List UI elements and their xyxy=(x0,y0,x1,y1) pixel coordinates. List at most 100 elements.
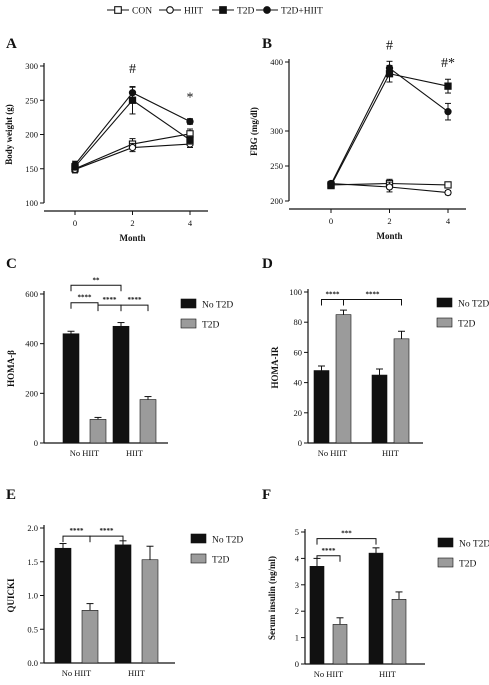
bar-t2d-0 xyxy=(89,419,107,444)
significance-bracket-2 xyxy=(97,304,122,312)
panel-D: D 0 20 40 60 80 100 HOMA-IR No HIIT HIIT **** **** N… xyxy=(262,256,489,458)
y-tick-label-3: 250 xyxy=(25,95,38,105)
significance-label-3: **** xyxy=(128,296,143,304)
panel-A: A 100 150 200 250 300 0 2 4 Month Body weight (g) #… xyxy=(4,36,208,243)
y-tick-label-1: 1 xyxy=(295,633,299,643)
significance-bracket-1 xyxy=(343,299,402,306)
y-tick-label-4: 80 xyxy=(294,317,303,327)
data-point xyxy=(186,117,194,126)
x-tick-label-1: 2 xyxy=(387,216,391,226)
significance-bracket-1 xyxy=(89,535,124,543)
annotation-0: # xyxy=(129,62,136,77)
y-tick-label-3: 400 xyxy=(270,57,283,67)
significance-bracket-3 xyxy=(120,304,149,312)
y-tick-label-0: 0 xyxy=(298,438,302,448)
y-axis-title: Serum insulin (ng/ml) xyxy=(267,556,277,640)
significance-label-1: ** xyxy=(93,276,101,284)
data-point xyxy=(71,160,79,169)
annotation-1: #* xyxy=(441,56,455,71)
category-label-1: HIIT xyxy=(126,448,144,458)
bar-no-t2d-1 xyxy=(371,374,388,444)
bar-t2d-0 xyxy=(332,624,348,665)
legend-label-0: No T2D xyxy=(212,536,243,546)
significance-label-0: **** xyxy=(322,547,337,555)
legend-swatch-1 xyxy=(437,557,454,568)
series-t2d-hiit xyxy=(71,86,194,169)
bar-t2d-0 xyxy=(335,314,352,444)
series-t2d xyxy=(327,64,452,190)
significance-label-1: *** xyxy=(341,530,352,538)
y-tick-label-2: 2 xyxy=(295,606,299,616)
significance-bracket-0 xyxy=(70,302,99,309)
panel-label: B xyxy=(262,36,272,52)
y-tick-label-0: 0 xyxy=(34,438,38,448)
data-point xyxy=(385,183,394,191)
x-tick-label-1: 2 xyxy=(130,218,134,228)
legend-marker-0 xyxy=(114,6,122,14)
bar-t2d-1 xyxy=(139,399,157,444)
y-tick-label-1: 20 xyxy=(294,408,303,418)
y-tick-label-4: 2.0 xyxy=(27,523,38,533)
bar-no-t2d-0 xyxy=(62,333,80,444)
y-tick-label-5: 5 xyxy=(295,527,299,537)
legend-label-0: CON xyxy=(132,7,152,17)
data-point xyxy=(186,136,194,144)
y-tick-label-1: 0.5 xyxy=(27,624,38,634)
legend-swatch-1 xyxy=(180,318,197,329)
y-tick-label-2: 200 xyxy=(25,130,38,140)
significance-bracket-0 xyxy=(321,299,344,306)
data-point xyxy=(128,89,137,97)
bar-no-t2d-1 xyxy=(112,325,130,444)
y-axis-title: FBG (mg/dl) xyxy=(249,107,259,156)
bar-no-t2d-1 xyxy=(368,552,384,665)
y-axis-title: QUICKI xyxy=(6,578,16,613)
bar-t2d-1 xyxy=(393,338,410,444)
significance-label-0: **** xyxy=(78,294,93,302)
top-legend: CON HIIT T2D T2D+HIIT xyxy=(107,6,323,17)
legend-swatch-0 xyxy=(190,533,207,544)
data-point xyxy=(444,181,452,189)
y-axis-title: HOMA-β xyxy=(6,350,16,387)
series-hiit xyxy=(327,179,452,197)
category-label-0: No HIIT xyxy=(70,448,100,458)
y-tick-label-4: 300 xyxy=(25,61,38,71)
data-point xyxy=(385,64,394,72)
significance-label-1: **** xyxy=(100,527,115,535)
y-tick-label-2: 400 xyxy=(25,339,38,349)
y-tick-label-2: 40 xyxy=(294,378,303,388)
panel-label: C xyxy=(6,256,17,272)
legend-label-1: HIIT xyxy=(184,7,203,17)
category-label-1: HIIT xyxy=(128,668,146,678)
bar-no-t2d-1 xyxy=(114,544,132,664)
category-label-0: No HIIT xyxy=(318,448,348,458)
significance-label-0: **** xyxy=(326,291,341,299)
y-tick-label-2: 1.0 xyxy=(27,591,38,601)
data-point xyxy=(444,188,452,197)
significance-label-0: **** xyxy=(70,527,85,535)
legend-label-0: No T2D xyxy=(202,301,233,311)
legend-label-1: T2D xyxy=(458,320,476,330)
panel-E: E 0.0 0.5 1.0 1.5 2.0 QUICKI No HIIT HIIT **** ***… xyxy=(6,487,243,678)
significance-label-1: **** xyxy=(366,291,381,299)
category-label-0: No HIIT xyxy=(314,669,344,679)
y-tick-label-0: 200 xyxy=(270,196,283,206)
significance-bracket-0 xyxy=(62,535,91,543)
series-line xyxy=(330,67,449,185)
y-tick-label-0: 0 xyxy=(295,659,299,669)
panel-label: A xyxy=(6,36,17,52)
legend-label-1: T2D xyxy=(212,556,230,566)
legend-swatch-1 xyxy=(190,553,207,564)
data-point xyxy=(444,82,452,90)
y-tick-label-4: 4 xyxy=(295,553,300,563)
y-tick-label-0: 100 xyxy=(25,198,38,208)
legend-marker-3 xyxy=(263,6,271,14)
y-tick-label-1: 150 xyxy=(25,164,38,174)
y-axis-title: HOMA-IR xyxy=(270,346,280,388)
significance-label-2: **** xyxy=(103,296,118,304)
panel-label: E xyxy=(6,487,16,503)
legend-swatch-0 xyxy=(436,297,453,308)
legend-label-0: No T2D xyxy=(459,540,489,550)
